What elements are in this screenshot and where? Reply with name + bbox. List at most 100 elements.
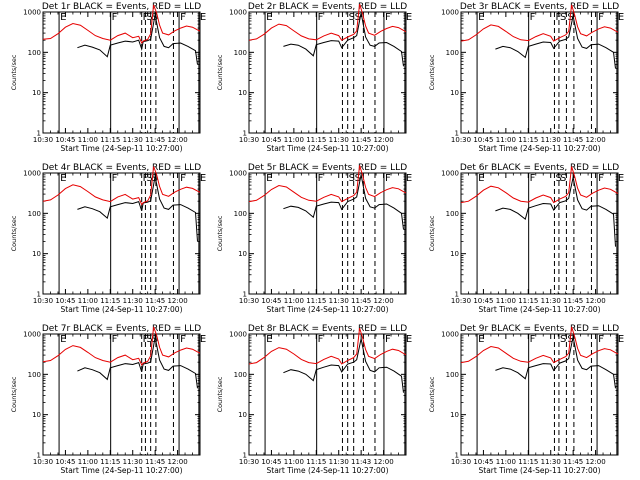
x-tick-label: 11:00 [496, 297, 516, 305]
marker-letter: F [598, 334, 604, 345]
x-axis-label: Start Time (24-Sep-11 10:27:00) [267, 305, 389, 314]
y-tick-label: 100 [28, 49, 41, 57]
lld-series-line [43, 326, 200, 366]
x-tick-label: 11:00 [78, 297, 98, 305]
marker-letter: F [112, 334, 118, 345]
marker-letter: F [598, 173, 604, 184]
x-axis-label: Start Time (24-Sep-11 10:27:00) [61, 466, 183, 475]
x-tick-label: 11:45 [351, 297, 371, 305]
marker-letter: F [530, 334, 536, 345]
x-tick-label: 10:45 [55, 136, 75, 144]
panel-title: Det 8r BLACK = Events, RED = LLD [248, 324, 407, 334]
marker-letter: F [530, 12, 536, 23]
plot-frame [460, 172, 619, 295]
panel-det-1: Det 1r BLACK = Events, RED = LLD 1 10 100 10… [10, 2, 206, 153]
x-axis-label: Start Time (24-Sep-11 10:27:00) [479, 305, 601, 314]
x-tick-label: 11:00 [284, 458, 304, 466]
panel-title: Det 2r BLACK = Events, RED = LLD [248, 2, 407, 12]
y-tick-label: 1000 [23, 331, 41, 339]
x-tick-label: 11:00 [284, 297, 304, 305]
marker-letter: S [560, 12, 566, 23]
marker-letter: F [112, 173, 118, 184]
x-tick-label: 11:45 [563, 136, 583, 144]
marker-letter: F [385, 334, 391, 345]
x-tick-label: 12:00 [585, 458, 605, 466]
x-tick-label: 11:30 [329, 136, 349, 144]
x-tick-label: 11:30 [329, 297, 349, 305]
x-tick-label: 10:30 [451, 458, 471, 466]
marker-letter: S [555, 173, 561, 184]
y-axis-label: Counts/sec [216, 54, 224, 90]
y-tick-label: 1 [243, 452, 247, 460]
panel-title: Det 9r BLACK = Events, RED = LLD [460, 324, 619, 334]
marker-letter: F [385, 12, 391, 23]
plot-frame [460, 11, 619, 134]
marker-letter: F [598, 12, 604, 23]
lld-series-line [461, 326, 618, 364]
marker-letter: E [200, 12, 206, 23]
x-tick-label: 10:30 [33, 297, 53, 305]
y-tick-label: 10 [450, 250, 459, 258]
y-tick-label: 1000 [441, 331, 459, 339]
y-axis-label: Counts/sec [428, 54, 436, 90]
marker-letter: E [266, 12, 272, 23]
y-tick-label: 1 [243, 291, 247, 299]
x-axis-label: Start Time (24-Sep-11 10:27:00) [479, 144, 601, 153]
x-tick-label: 10:30 [451, 136, 471, 144]
marker-letter: S [349, 173, 355, 184]
panel-title: Det 6r BLACK = Events, RED = LLD [460, 163, 619, 173]
x-tick-label: 11:15 [306, 136, 326, 144]
x-tick-label: 10:45 [55, 458, 75, 466]
marker-letter: F [143, 12, 149, 23]
x-tick-label: 11:45 [145, 136, 165, 144]
panel-det-2: Det 2r BLACK = Events, RED = LLD 1 10 100 10… [216, 2, 412, 153]
plot-frame [248, 11, 407, 134]
marker-letter: E [406, 173, 412, 184]
plot-frame [42, 172, 201, 295]
x-tick-label: 11:15 [100, 458, 120, 466]
marker-letter: E [266, 173, 272, 184]
y-tick-label: 100 [446, 210, 459, 218]
marker-letter: S [349, 12, 355, 23]
x-tick-label: 11:45 [563, 297, 583, 305]
events-series-line [283, 174, 404, 230]
marker-letter: E [60, 12, 66, 23]
events-series-line [495, 15, 616, 69]
y-tick-label: 1 [455, 130, 459, 138]
y-tick-label: 10 [32, 89, 41, 97]
y-tick-label: 10 [238, 411, 247, 419]
x-tick-label: 10:45 [261, 458, 281, 466]
x-tick-label: 12:00 [373, 136, 393, 144]
plot-frame [42, 333, 201, 456]
y-tick-label: 1000 [441, 9, 459, 17]
y-tick-label: 100 [28, 371, 41, 379]
y-tick-label: 100 [234, 371, 247, 379]
plot-frame [42, 11, 201, 134]
lld-series-line [249, 4, 406, 41]
y-tick-label: 10 [32, 250, 41, 258]
lld-series-line [249, 165, 406, 203]
marker-letter: F [112, 12, 118, 23]
marker-letter: E [266, 334, 272, 345]
marker-letter: E [200, 173, 206, 184]
x-tick-label: 11:45 [145, 458, 165, 466]
panel-det-4: Det 4r BLACK = Events, RED = LLD 1 10 100 10… [10, 163, 206, 314]
x-tick-label: 12:00 [585, 136, 605, 144]
x-tick-label: 10:45 [261, 297, 281, 305]
marker-letter: F [180, 12, 186, 23]
x-axis-label: Start Time (24-Sep-11 10:27:00) [267, 144, 389, 153]
marker-letter: S [146, 334, 152, 345]
lld-series-line [461, 166, 618, 204]
plot-frame [248, 333, 407, 456]
x-tick-label: 10:30 [239, 458, 259, 466]
marker-letter: F [180, 173, 186, 184]
x-tick-label: 11:00 [496, 458, 516, 466]
y-axis-label: Counts/sec [216, 215, 224, 251]
y-tick-label: 1 [37, 291, 41, 299]
x-tick-label: 11:45 [145, 297, 165, 305]
marker-letter: S [146, 12, 152, 23]
panel-det-9: Det 9r BLACK = Events, RED = LLD 1 10 100 10… [428, 324, 624, 475]
lld-series-line [461, 4, 618, 42]
marker-letter: F [555, 12, 561, 23]
marker-letter: F [318, 334, 324, 345]
